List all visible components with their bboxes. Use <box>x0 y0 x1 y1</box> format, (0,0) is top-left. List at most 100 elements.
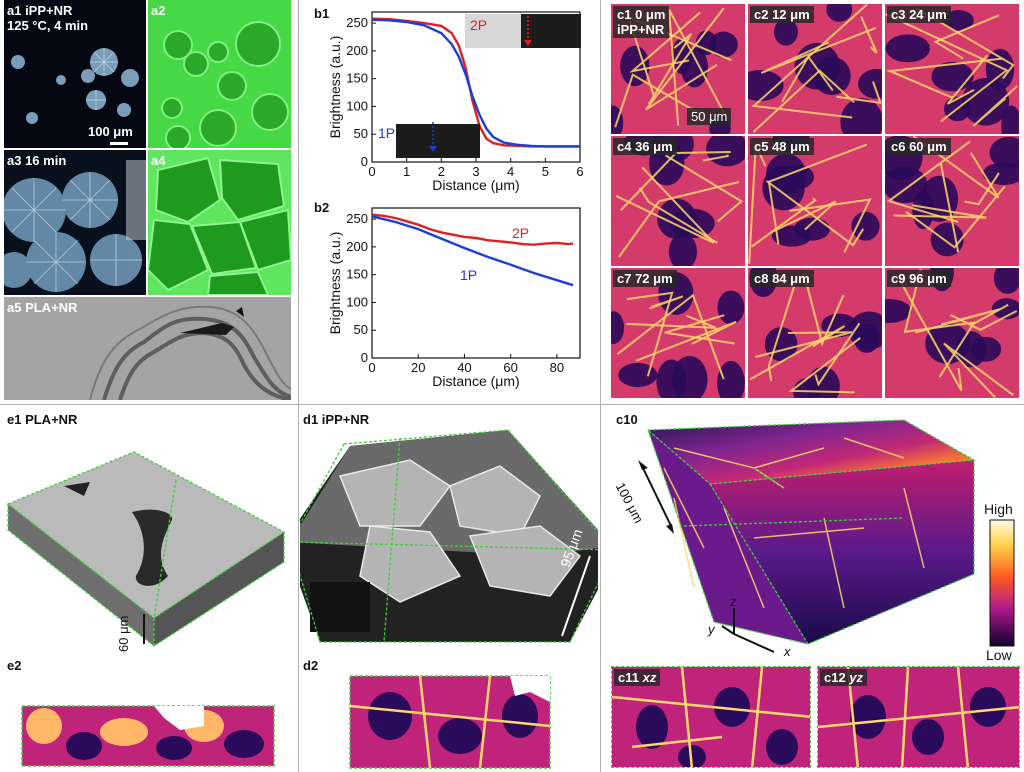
fire-image <box>885 4 1019 134</box>
micrograph-c2: c2 12 μm <box>748 4 882 134</box>
scale-bar-label: 50 μm <box>687 108 732 125</box>
arrow-icon <box>666 524 674 534</box>
panel-label-c6: c6 60 μm <box>887 138 951 155</box>
micrograph-a4: a4 <box>148 150 291 295</box>
micrograph-a3: a3 16 min <box>4 150 146 295</box>
panel-label-c8: c8 84 μm <box>750 270 814 287</box>
colorbar <box>989 519 1015 647</box>
fire-image <box>885 136 1019 266</box>
volume-render-d1 <box>300 429 598 643</box>
colorbar-high-label: High <box>984 501 1013 517</box>
micrograph-c9: c9 96 μm <box>885 268 1019 398</box>
x-tick-label: 1 <box>403 164 410 179</box>
fire-image <box>611 268 745 398</box>
panel-label-c5: c5 48 μm <box>750 138 814 155</box>
arrow-icon <box>638 460 648 470</box>
panel-label-c11: c11 xz <box>614 669 661 686</box>
axis-label-x: x <box>783 644 791 659</box>
fluorescence-image <box>148 0 291 148</box>
micrograph-c5: c5 48 μm <box>748 136 882 266</box>
arrow-icon <box>524 40 532 46</box>
panel-label-c1: c1 0 μm iPP+NR <box>613 6 670 38</box>
volume-c10: z y x High Low c10 100 μm <box>604 408 1024 660</box>
volume-render-c10: z y x High Low <box>638 419 1015 660</box>
panel-label-a5: a5 PLA+NR <box>7 300 78 315</box>
x-tick-label: 20 <box>411 360 425 375</box>
axis-label-y: y <box>707 622 716 637</box>
image-grid-c: c1 0 μm iPP+NR 50 μm c2 12 μm c3 24 μm c4 36… <box>611 4 1019 400</box>
y-tick-label: 200 <box>346 43 368 58</box>
micrograph-a5: a5 PLA+NR <box>4 297 291 400</box>
y-tick-label: 150 <box>346 267 368 282</box>
x-tick-label: 40 <box>457 360 471 375</box>
volume-d1: d1 iPP+NR 95 μm <box>300 406 598 654</box>
y-tick-label: 250 <box>346 15 368 30</box>
y-tick-label: 100 <box>346 98 368 113</box>
panel-label-d1: d1 iPP+NR <box>303 412 370 427</box>
x-tick-label: 3 <box>472 164 479 179</box>
micrograph-c3: c3 24 μm <box>885 4 1019 134</box>
micrograph-c1: c1 0 μm iPP+NR 50 μm <box>611 4 745 134</box>
panel-label-e1: e1 PLA+NR <box>7 412 78 427</box>
panel-label-c12-axes: yz <box>849 670 864 685</box>
spherulite-image <box>4 160 146 292</box>
arrow-icon <box>429 146 437 152</box>
divider <box>298 0 299 404</box>
volume-left <box>8 504 154 646</box>
volume-e1: e1 PLA+NR 60 μm <box>4 406 296 654</box>
divider <box>298 404 299 772</box>
fire-image <box>748 4 882 134</box>
fire-image <box>611 136 745 266</box>
y-tick-label: 50 <box>354 126 368 141</box>
inset-image-1p <box>396 124 480 158</box>
panel-label-a3: a3 16 min <box>7 153 67 168</box>
panel-label-d2: d2 <box>303 658 319 673</box>
line-chart-b2: 0 20 40 60 80 0 50 100 150 200 250 Distance (μm) Bri… <box>327 207 581 389</box>
micrograph-a1: a1 iPP+NR 125 °C, 4 min 100 μm <box>4 0 146 148</box>
divider <box>600 0 601 772</box>
axis-label-z: z <box>729 594 737 609</box>
series-line-1P <box>371 215 574 287</box>
panel-label-c12-text: c12 <box>824 670 850 685</box>
y-tick-label: 0 <box>361 350 368 365</box>
panel-label-c3: c3 24 μm <box>887 6 951 23</box>
x-tick-label: 0 <box>368 164 375 179</box>
slice-d2: d2 <box>300 656 598 772</box>
y-tick-label: 50 <box>354 322 368 337</box>
panel-label-c2: c2 12 μm <box>750 6 814 23</box>
y-tick-label: 0 <box>361 154 368 169</box>
y-tick-label: 150 <box>346 71 368 86</box>
micrograph-c6: c6 60 μm <box>885 136 1019 266</box>
x-axis-label: Distance (μm) <box>432 177 519 193</box>
fluorescence-image <box>148 150 291 295</box>
divider <box>0 404 1024 405</box>
x-axis-label: Distance (μm) <box>432 373 519 389</box>
panel-label-b1: b1 <box>314 6 330 21</box>
plot-frame <box>371 207 581 359</box>
scale-arrow <box>561 555 591 637</box>
slice-image-e2 <box>21 705 275 767</box>
panel-label-e2: e2 <box>7 658 22 673</box>
micrograph-c7: c7 72 μm <box>611 268 745 398</box>
inset-label-2p: 2P <box>470 17 487 33</box>
panel-label-c11-text: c11 <box>618 670 643 685</box>
y-axis <box>721 625 735 635</box>
colorbar-low-label: Low <box>986 647 1013 660</box>
series-label-1p: 1P <box>460 267 477 283</box>
slice-image-d2 <box>349 675 551 769</box>
panel-label-a2: a2 <box>151 3 166 18</box>
inset-image-2p-bright <box>465 14 521 48</box>
fire-image <box>748 268 882 398</box>
panel-label-c4: c4 36 μm <box>613 138 677 155</box>
y-axis-label: Brightness (a.u.) <box>327 232 343 335</box>
x-tick-label: 2 <box>438 164 445 179</box>
left-face <box>648 430 808 644</box>
micrograph-c8: c8 84 μm <box>748 268 882 398</box>
x-tick-label: 6 <box>576 164 583 179</box>
panel-label-a1: a1 iPP+NR 125 °C, 4 min <box>7 3 89 33</box>
y-tick-label: 250 <box>346 211 368 226</box>
panel-label-c9: c9 96 μm <box>887 270 951 287</box>
y-axis-label: Brightness (a.u.) <box>327 36 343 139</box>
series-line-1P <box>371 18 580 148</box>
panel-label-c11-axes: xz <box>642 670 657 685</box>
